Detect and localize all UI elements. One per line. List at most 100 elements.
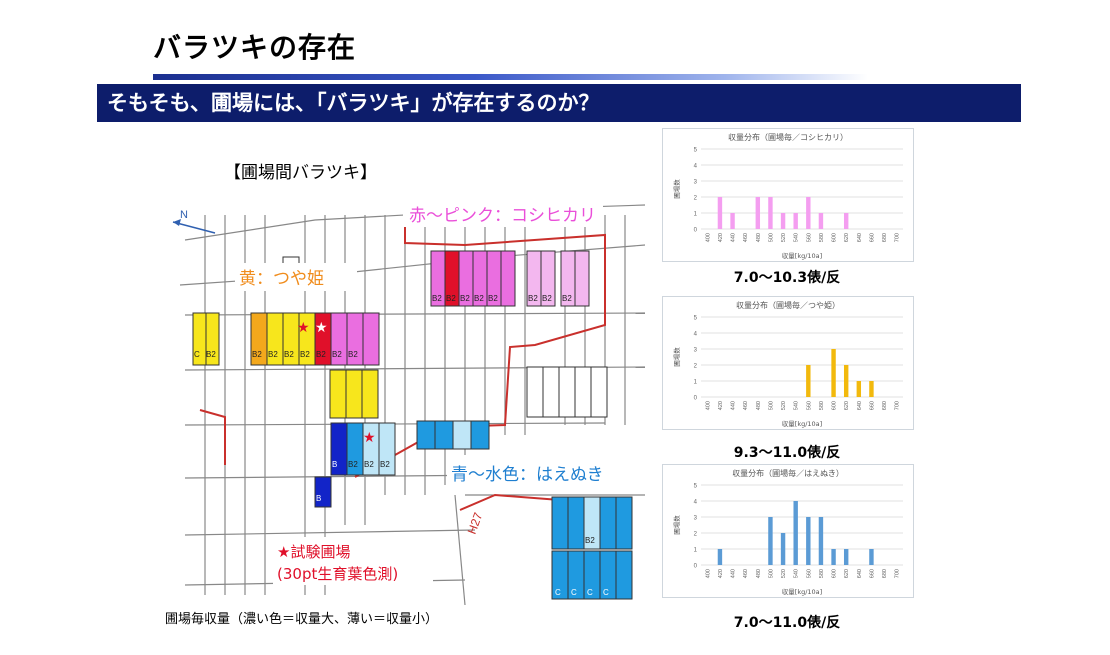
plot-mark: B2 — [316, 350, 326, 359]
plot-mark: B2 — [380, 460, 390, 469]
bar — [717, 549, 723, 565]
plot-mark: B2 — [252, 350, 262, 359]
label-koshihikari: 赤～ピンク：コシヒカリ — [409, 206, 596, 226]
x-tick-label: 540 — [794, 569, 800, 578]
x-tick-label: 420 — [718, 569, 724, 578]
plot-mark: B2 — [348, 350, 358, 359]
plot-mark: B — [316, 494, 321, 503]
bar — [818, 517, 824, 565]
plots-koshihikari-top — [430, 250, 590, 307]
bar — [755, 197, 761, 229]
y-tick-label: 1 — [694, 212, 698, 218]
plot-mark: B2 — [268, 350, 278, 359]
plot-mark: B2 — [284, 350, 294, 359]
field-map: N B2 B2 B2 B2 B2 B2 B2 B2 — [172, 201, 646, 606]
y-axis-label: 圃場数 — [672, 347, 681, 367]
plot-mark: B2 — [446, 294, 456, 303]
label-haenuki: 青～水色：はえぬき — [451, 465, 604, 485]
x-tick-label: 600 — [832, 233, 838, 242]
label-bg — [235, 263, 357, 291]
x-tick-label: 680 — [882, 233, 888, 242]
bar — [806, 197, 811, 229]
y-tick-label: 4 — [694, 500, 698, 506]
x-tick-label: 700 — [895, 569, 901, 578]
x-tick-label: 700 — [895, 401, 901, 410]
x-tick-label: 700 — [895, 233, 901, 242]
y-axis-label: 圃場数 — [672, 179, 681, 199]
x-tick-label: 580 — [819, 233, 825, 242]
title-underline — [153, 74, 868, 80]
x-tick-label: 520 — [781, 401, 787, 410]
map-title: 【圃場間バラツキ】 — [224, 163, 377, 183]
plot-mark: B2 — [528, 294, 538, 303]
chart-haenuki: 収量分布（圃場毎／はえぬき） 0 1 2 3 4 5 400 420 440 460 480 500 5… — [662, 464, 914, 598]
y-tick-label: 4 — [694, 164, 698, 170]
y-axis-label: 圃場数 — [672, 515, 681, 535]
plot-mark: C — [571, 588, 577, 597]
y-tick-label: 3 — [694, 180, 698, 186]
plot-mark: C — [603, 588, 609, 597]
x-axis-label: 収量[kg/10a] — [782, 420, 822, 428]
bar — [869, 549, 874, 565]
x-tick-label: 540 — [794, 401, 800, 410]
x-tick-label: 560 — [806, 401, 812, 410]
bar — [768, 517, 773, 565]
y-tick-label: 5 — [694, 484, 698, 490]
chart-tsuyahime: 収量分布（圃場毎／つや姫） 0 1 2 3 4 5 400 420 440 460 480 500 52… — [662, 296, 914, 430]
plots-haenuki-bottom — [551, 496, 633, 600]
x-tick-label: 660 — [869, 233, 875, 242]
bar — [831, 349, 836, 397]
y-tick-label: 0 — [694, 228, 698, 234]
label-tsuyahime: 黄：つや姫 — [239, 269, 324, 289]
plots-haenuki — [314, 420, 490, 508]
x-tick-label: 500 — [768, 401, 774, 410]
plot-mark: B2 — [488, 294, 498, 303]
chart-svg: 0 1 2 3 4 5 400 420 440 460 480 500 520 540 560 580 600 6… — [672, 148, 903, 260]
plot-marks-middle: C B2 B2 B2 B2 B2 B2 B2 B2 — [194, 350, 358, 359]
y-tick-label: 0 — [694, 564, 698, 570]
bar — [780, 533, 786, 565]
x-tick-label: 460 — [743, 233, 749, 242]
chart-svg: 0 1 2 3 4 5 400 420 440 460 480 500 520 540 560 580 600 6… — [672, 484, 903, 596]
x-tick-label: 480 — [756, 233, 762, 242]
chart-koshihikari: 収量分布（圃場毎／コシヒカリ） 0 1 2 3 4 5 400 420 440 460 480 500… — [662, 128, 914, 262]
road-label: H27 — [465, 510, 486, 536]
label-bg — [273, 537, 433, 585]
y-tick-label: 5 — [694, 316, 698, 322]
x-axis-label: 収量[kg/10a] — [782, 588, 822, 596]
x-tick-label: 660 — [869, 569, 875, 578]
range-koshihikari: 7.0～10.3俵/反 — [733, 270, 841, 286]
bar — [831, 549, 836, 565]
bar — [717, 197, 723, 229]
x-axis-label: 収量[kg/10a] — [782, 252, 822, 260]
bar — [843, 213, 849, 229]
plot-marks-haenuki: B B2 B2 B2 B — [316, 460, 390, 503]
y-tick-label: 4 — [694, 332, 698, 338]
plot-mark: B2 — [332, 350, 342, 359]
x-tick-label: 400 — [705, 401, 711, 410]
x-tick-label: 600 — [832, 401, 838, 410]
bar — [843, 365, 849, 397]
chart-title: 収量分布（圃場毎／はえぬき） — [732, 469, 844, 478]
y-tick-label: 2 — [694, 532, 698, 538]
x-tick-label: 540 — [794, 233, 800, 242]
bar — [793, 213, 798, 229]
y-tick-label: 3 — [694, 348, 698, 354]
north-arrow-head — [173, 219, 181, 226]
bar — [806, 365, 811, 397]
plot-mark: C — [194, 350, 200, 359]
bar — [768, 197, 773, 229]
bar — [869, 381, 874, 397]
plot-mark: B — [332, 460, 337, 469]
plot-mark: B2 — [206, 350, 216, 359]
x-tick-label: 600 — [832, 569, 838, 578]
x-tick-label: 480 — [756, 401, 762, 410]
x-tick-label: 620 — [844, 569, 850, 578]
x-tick-label: 440 — [731, 401, 737, 410]
x-tick-label: 480 — [756, 569, 762, 578]
plot-marks-bottom: B2 C C C C — [555, 536, 609, 597]
plot-mark: B2 — [585, 536, 595, 545]
north-arrow: N — [172, 209, 216, 234]
y-tick-label: 2 — [694, 196, 698, 202]
x-tick-label: 400 — [705, 233, 711, 242]
